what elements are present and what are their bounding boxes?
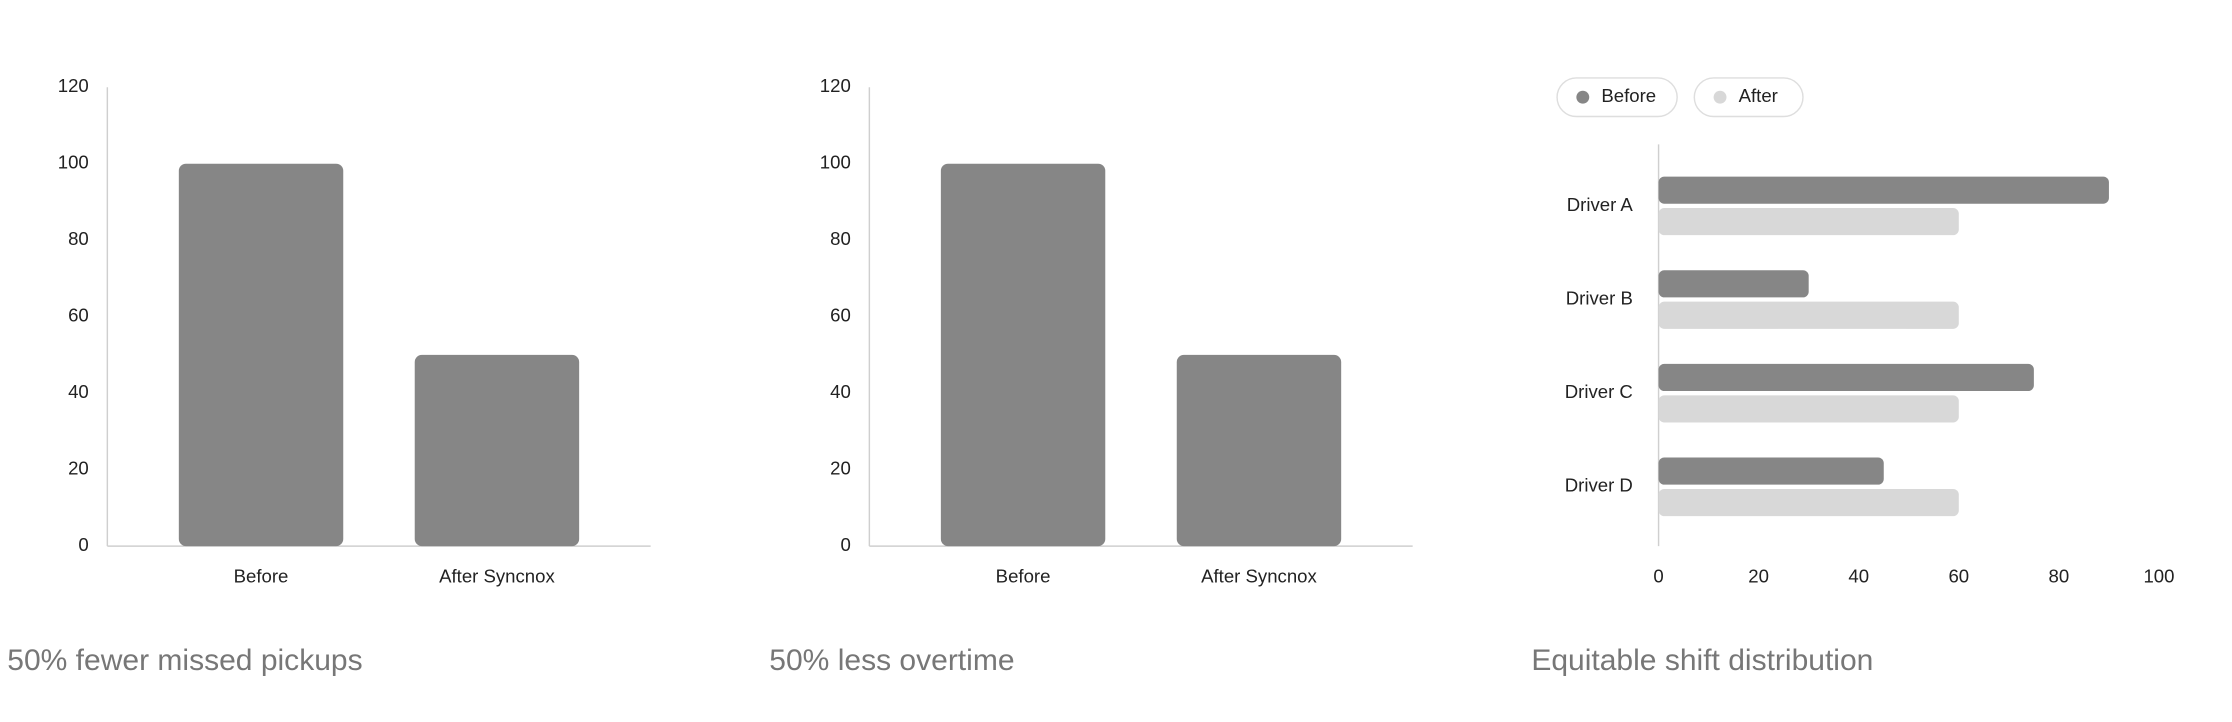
y-tick-label: Driver D [1565, 475, 1633, 496]
y-tick-label: 80 [68, 228, 89, 249]
x-tick-label: Before [996, 566, 1051, 587]
y-tick-label: 80 [830, 228, 851, 249]
x-tick-label: 40 [1848, 566, 1869, 587]
y-tick-label: 120 [58, 75, 89, 96]
y-tick-label: Driver A [1567, 194, 1634, 215]
bar [414, 354, 580, 547]
y-tick-label: Driver C [1565, 381, 1633, 402]
bar [178, 163, 344, 547]
bar [1658, 395, 1959, 423]
y-tick-label: 60 [830, 305, 851, 326]
y-tick-label: 0 [78, 534, 88, 555]
y-tick-label: 20 [830, 458, 851, 479]
x-tick-label: 80 [2049, 566, 2070, 587]
y-tick-label: Driver B [1566, 287, 1633, 308]
x-tick-label: Before [234, 566, 289, 587]
bar [1658, 457, 1884, 485]
y-tick-label: 40 [68, 381, 89, 402]
y-tick-label: 40 [830, 381, 851, 402]
chart-caption: 50% fewer missed pickups [7, 644, 362, 677]
x-tick-label: 0 [1653, 566, 1663, 587]
y-tick-label: 120 [820, 75, 851, 96]
chart-caption: 50% less overtime [769, 644, 1014, 677]
legend-item [1556, 77, 1678, 118]
legend-marker [1576, 90, 1590, 104]
y-tick-label: 0 [840, 534, 850, 555]
bar [1658, 208, 1959, 236]
bar [1658, 363, 2034, 392]
chart-caption: Equitable shift distribution [1531, 644, 1873, 677]
y-tick-label: 20 [68, 458, 89, 479]
y-tick-label: 60 [68, 305, 89, 326]
bar [940, 163, 1106, 547]
x-tick-label: 100 [2143, 566, 2174, 587]
bar [1658, 270, 1809, 298]
x-tick-label: After Syncnox [1201, 566, 1317, 587]
x-tick-label: 20 [1748, 566, 1769, 587]
legend-label: Before [1601, 85, 1656, 106]
bar [1658, 301, 1959, 329]
y-tick-label: 100 [58, 152, 89, 173]
x-tick-label: 60 [1948, 566, 1969, 587]
bar [1176, 354, 1342, 547]
y-tick-label: 100 [820, 152, 851, 173]
legend-item [1693, 77, 1804, 118]
x-tick-label: After Syncnox [439, 566, 555, 587]
bar [1658, 488, 1959, 517]
legend-marker [1713, 90, 1727, 104]
legend-label: After [1739, 85, 1778, 106]
bar [1658, 176, 2109, 204]
